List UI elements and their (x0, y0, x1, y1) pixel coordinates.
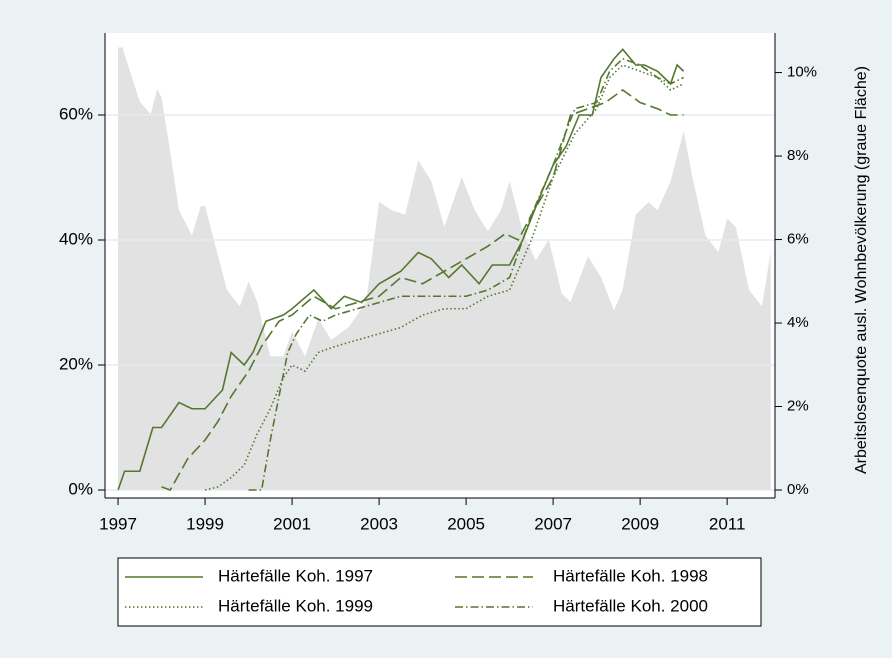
y2-tick-label: 10% (787, 64, 817, 81)
area (118, 47, 771, 490)
marks (105, 47, 775, 491)
x-tick-label: 2003 (360, 514, 398, 533)
y2-tick-label: 0% (787, 481, 809, 498)
line (161, 89, 684, 491)
line (204, 64, 684, 491)
y-tick-label: 40% (59, 229, 93, 248)
legend-label: Härtefälle Koh. 2000 (553, 596, 708, 615)
y2-tick-label: 8% (787, 147, 809, 164)
x-tick-label: 2001 (273, 514, 311, 533)
y-tick-label: 20% (59, 354, 93, 373)
y2-tick-label: 2% (787, 397, 809, 414)
x-tick-label: 1997 (99, 514, 137, 533)
y-tick-label: 0% (68, 479, 93, 498)
legend-label: Härtefälle Koh. 1999 (218, 596, 373, 615)
x-tick-label: 1999 (186, 514, 224, 533)
legend-label: Härtefälle Koh. 1998 (553, 566, 708, 585)
x-tick-label: 2007 (534, 514, 572, 533)
y2-axis-label: Arbeitslosenquote ausl. Wohnbevölkerung … (853, 66, 870, 474)
x-tick-label: 2011 (709, 514, 746, 533)
y2-tick-label: 6% (787, 231, 809, 248)
x-tick-label: 2009 (621, 514, 659, 533)
legend-label: Härtefälle Koh. 1997 (218, 566, 373, 585)
legend (117, 557, 762, 627)
y2-tick-label: 4% (787, 314, 809, 331)
line (117, 48, 685, 491)
y-tick-label: 60% (59, 104, 93, 123)
line (248, 57, 684, 491)
x-tick-label: 2005 (447, 514, 485, 533)
